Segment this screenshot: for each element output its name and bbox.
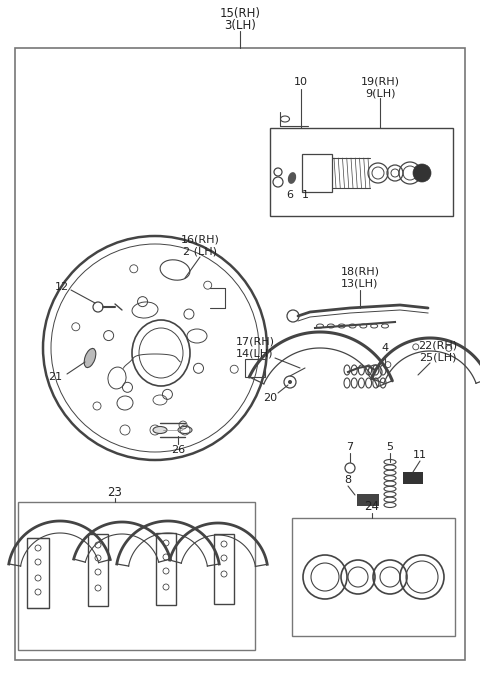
Circle shape — [288, 380, 292, 384]
Bar — [214, 534, 234, 604]
Text: 2 (LH): 2 (LH) — [183, 247, 217, 257]
Bar — [156, 533, 176, 605]
Bar — [357, 494, 379, 506]
Text: 25(LH): 25(LH) — [419, 352, 457, 362]
Ellipse shape — [153, 427, 167, 433]
Text: 7: 7 — [347, 442, 354, 452]
Text: 5: 5 — [386, 442, 394, 452]
Text: 3(LH): 3(LH) — [224, 19, 256, 32]
Text: 24: 24 — [364, 501, 380, 513]
Text: 21: 21 — [48, 372, 62, 382]
Text: 11: 11 — [413, 450, 427, 460]
Text: 1: 1 — [301, 190, 309, 200]
Ellipse shape — [288, 172, 296, 184]
Bar — [292, 518, 455, 636]
Bar — [403, 472, 423, 484]
Text: 8: 8 — [345, 475, 351, 485]
Text: 6: 6 — [287, 190, 293, 200]
Text: 19(RH): 19(RH) — [360, 77, 399, 87]
Circle shape — [413, 164, 431, 182]
Text: 13(LH): 13(LH) — [341, 279, 379, 289]
Bar — [88, 534, 108, 606]
Text: 26: 26 — [171, 445, 185, 455]
Bar — [27, 538, 49, 608]
Text: 4: 4 — [382, 343, 389, 353]
Bar — [15, 48, 465, 660]
Text: 17(RH): 17(RH) — [236, 337, 275, 347]
Text: 23: 23 — [108, 486, 122, 499]
Ellipse shape — [84, 348, 96, 368]
Bar — [270, 128, 453, 216]
Bar — [302, 154, 332, 192]
Bar — [245, 359, 265, 377]
Text: 16(RH): 16(RH) — [180, 235, 219, 245]
Bar — [18, 502, 255, 650]
Text: 12: 12 — [55, 282, 69, 292]
Text: 20: 20 — [263, 393, 277, 403]
Text: 14(LH): 14(LH) — [236, 349, 274, 359]
Text: 15(RH): 15(RH) — [219, 8, 261, 21]
Text: 18(RH): 18(RH) — [340, 267, 380, 277]
Text: 22(RH): 22(RH) — [419, 340, 457, 350]
Text: 9(LH): 9(LH) — [365, 88, 395, 98]
Text: 10: 10 — [294, 77, 308, 87]
